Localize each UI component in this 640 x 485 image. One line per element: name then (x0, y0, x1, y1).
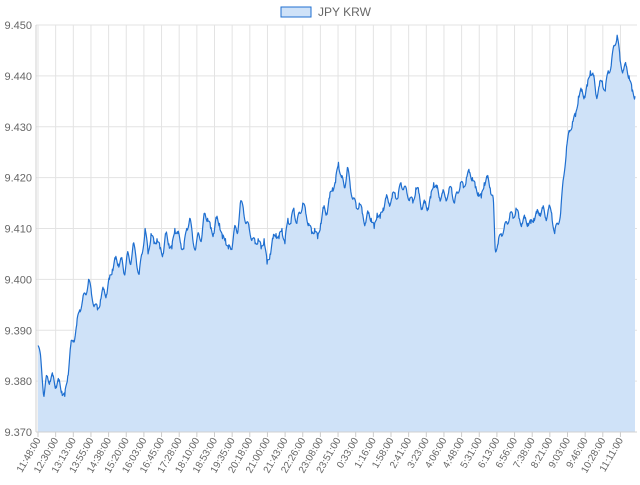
series-area-fill (38, 35, 635, 433)
y-tick-label: 9.380 (4, 376, 32, 388)
y-tick-label: 9.440 (4, 71, 32, 83)
y-tick-label: 9.410 (4, 224, 32, 236)
y-tick-label: 9.450 (4, 20, 32, 32)
y-tick-label: 9.370 (4, 427, 32, 439)
legend-label: JPY KRW (318, 5, 372, 19)
legend[interactable]: JPY KRW (280, 5, 372, 19)
y-tick-label: 9.390 (4, 325, 32, 337)
series-area (37, 34, 636, 433)
y-tick-label: 9.400 (4, 274, 32, 286)
series-line (37, 34, 636, 397)
y-tick-label: 9.430 (4, 122, 32, 134)
y-tick-label: 9.420 (4, 173, 32, 185)
legend-swatch (280, 6, 312, 18)
